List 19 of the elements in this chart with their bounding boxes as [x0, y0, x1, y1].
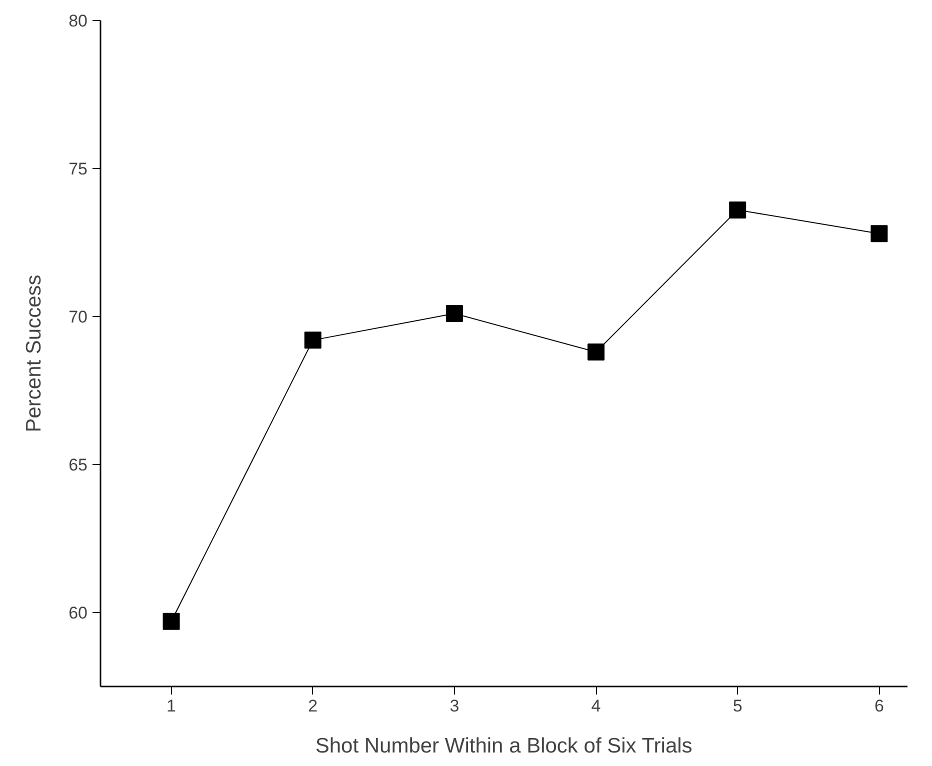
x-tick-label: 2: [308, 696, 318, 716]
x-tick-label: 5: [732, 696, 742, 716]
point: [304, 332, 322, 349]
point: [446, 305, 463, 322]
y-tick-label: 70: [68, 308, 88, 326]
point: [162, 612, 180, 630]
x-tick-label: 1: [166, 696, 176, 716]
y-tick-label: 75: [68, 160, 88, 178]
x-axis-title: Shot Number Within a Block of Six Trials: [315, 734, 692, 758]
point: [729, 201, 746, 218]
y-tick-label: 60: [68, 604, 88, 622]
x-tick-label: 6: [874, 696, 884, 716]
y-tick-label: 65: [68, 456, 88, 474]
y-tick-label: 80: [68, 12, 88, 30]
y-axis-title: Percent Success: [22, 274, 46, 432]
x-tick-label: 4: [591, 696, 601, 716]
x-tick-label: 3: [450, 696, 460, 716]
point: [870, 225, 888, 242]
point: [588, 344, 605, 361]
